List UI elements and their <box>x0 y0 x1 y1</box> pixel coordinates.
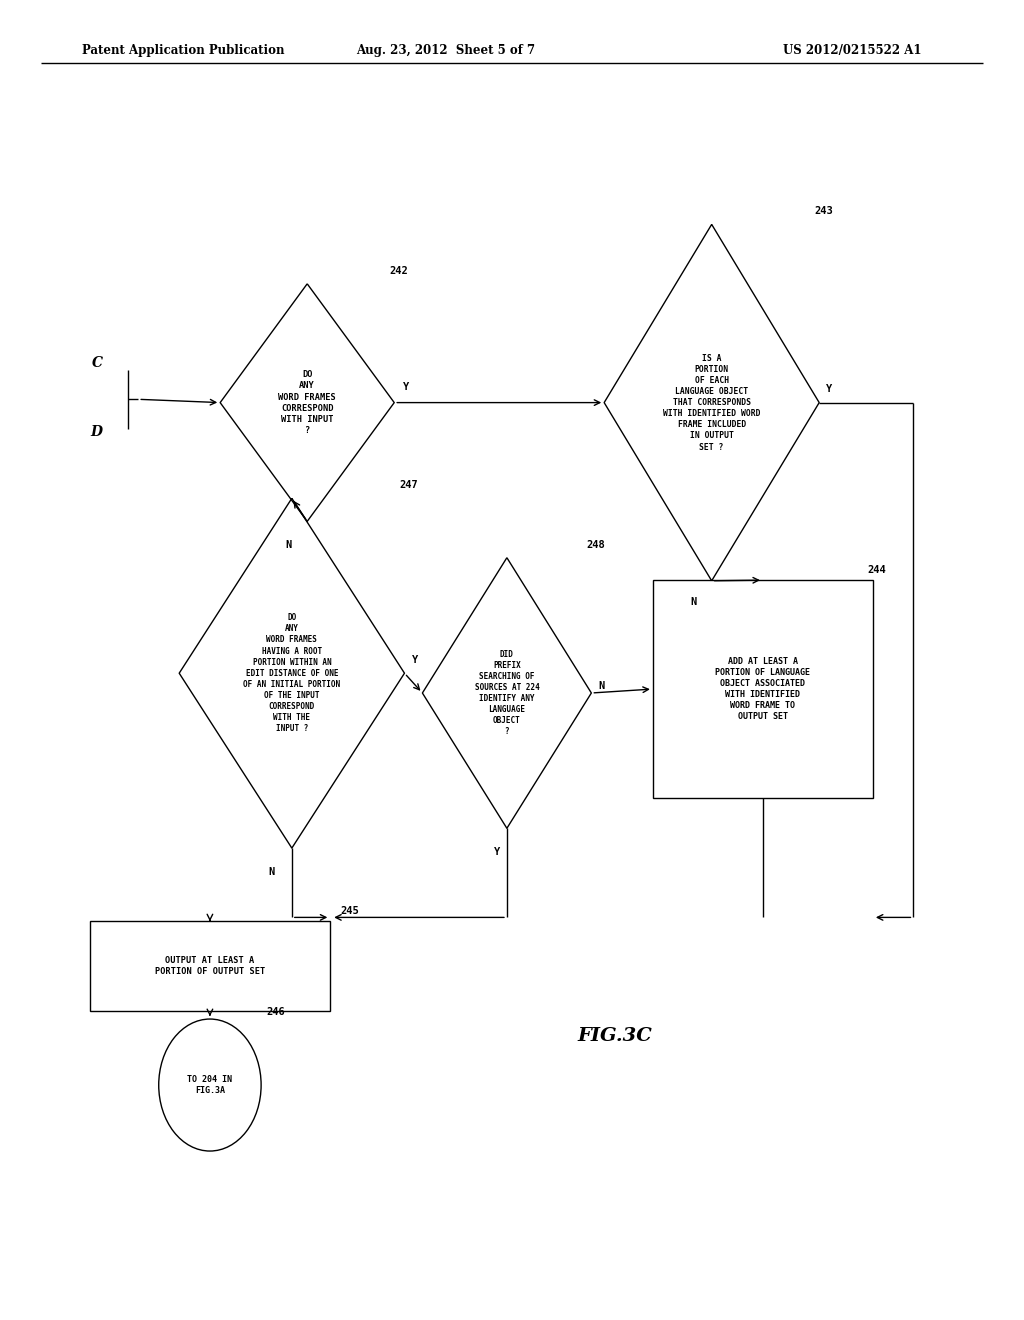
Text: N: N <box>286 540 292 550</box>
Text: OUTPUT AT LEAST A
PORTION OF OUTPUT SET: OUTPUT AT LEAST A PORTION OF OUTPUT SET <box>155 956 265 977</box>
Text: TO 204 IN
FIG.3A: TO 204 IN FIG.3A <box>187 1074 232 1096</box>
Text: DO
ANY
WORD FRAMES
CORRESPOND
WITH INPUT
?: DO ANY WORD FRAMES CORRESPOND WITH INPUT… <box>279 371 336 434</box>
Text: 243: 243 <box>814 206 833 216</box>
Text: N: N <box>598 681 605 692</box>
Text: N: N <box>268 867 274 876</box>
Text: N: N <box>690 597 696 607</box>
Text: Y: Y <box>412 655 418 665</box>
Text: Y: Y <box>403 381 410 392</box>
Text: Y: Y <box>826 384 833 395</box>
Text: 245: 245 <box>340 906 359 916</box>
Bar <box>653 581 872 797</box>
Text: 242: 242 <box>389 265 408 276</box>
Text: ADD AT LEAST A
PORTION OF LANGUAGE
OBJECT ASSOCIATED
WITH IDENTIFIED
WORD FRAME : ADD AT LEAST A PORTION OF LANGUAGE OBJEC… <box>716 657 810 721</box>
Text: 247: 247 <box>399 480 418 490</box>
Text: C: C <box>91 356 102 370</box>
Text: Y: Y <box>494 847 500 857</box>
Text: DO
ANY
WORD FRAMES
HAVING A ROOT
PORTION WITHIN AN
EDIT DISTANCE OF ONE
OF AN IN: DO ANY WORD FRAMES HAVING A ROOT PORTION… <box>244 614 340 733</box>
Text: FIG.3C: FIG.3C <box>578 1027 651 1045</box>
Circle shape <box>159 1019 261 1151</box>
Text: DID
PREFIX
SEARCHING OF
SOURCES AT 224
IDENTIFY ANY
LANGUAGE
OBJECT
?: DID PREFIX SEARCHING OF SOURCES AT 224 I… <box>474 649 540 737</box>
Text: Patent Application Publication: Patent Application Publication <box>82 44 285 57</box>
Text: D: D <box>90 425 102 438</box>
Bar <box>90 921 330 1011</box>
Text: IS A
PORTION
OF EACH
LANGUAGE OBJECT
THAT CORRESPONDS
WITH IDENTIFIED WORD
FRAME: IS A PORTION OF EACH LANGUAGE OBJECT THA… <box>663 354 761 451</box>
Text: 246: 246 <box>266 1007 285 1018</box>
Text: Aug. 23, 2012  Sheet 5 of 7: Aug. 23, 2012 Sheet 5 of 7 <box>356 44 535 57</box>
Text: US 2012/0215522 A1: US 2012/0215522 A1 <box>783 44 922 57</box>
Text: 248: 248 <box>586 540 605 549</box>
Text: 244: 244 <box>868 565 887 574</box>
